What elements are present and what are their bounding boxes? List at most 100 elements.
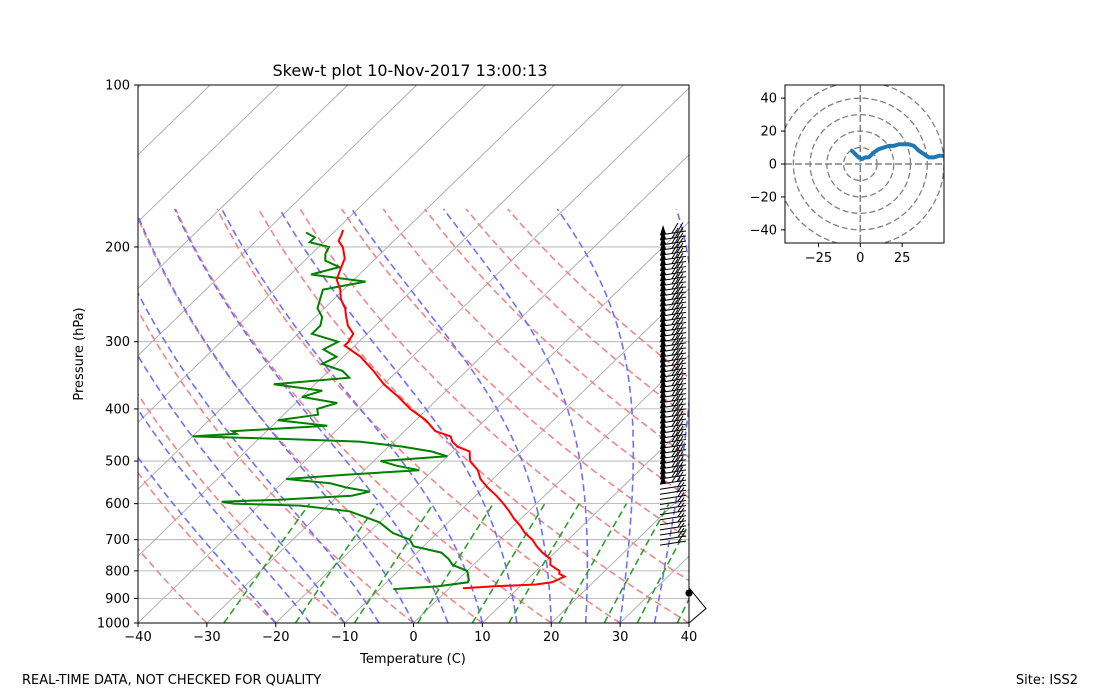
x-tick-label: −40: [124, 630, 151, 645]
wind-barb-flag: [676, 405, 684, 416]
wind-barb-pennant: [660, 408, 666, 419]
wind-barb-flag: [677, 476, 685, 487]
x-axis-ticks: −40 −30 −20 −10 0 10 20 30 40: [124, 623, 697, 645]
dry-adiabat-line: [299, 208, 689, 582]
wind-barb-flag: [671, 446, 679, 457]
isotherm-line: [138, 85, 486, 424]
isotherm-line: [275, 221, 689, 623]
wind-barb-flag: [676, 247, 684, 259]
plot-area: [0, 85, 689, 623]
dry-adiabat-line: [174, 208, 552, 623]
wind-barb-pennant: [660, 377, 666, 388]
wind-barb-flag: [676, 349, 684, 360]
wind-barb-pennant: [660, 235, 666, 246]
y-tick-label: 900: [105, 592, 130, 607]
dry-adiabat-line: [465, 208, 689, 419]
wind-barb-flag: [676, 420, 684, 432]
moist-adiabat-line: [138, 291, 380, 623]
moist-adiabat-line: [138, 408, 311, 623]
wind-barb-flag: [671, 268, 679, 279]
isotherm-lines: [0, 85, 689, 623]
wind-barb-flag: [676, 461, 684, 472]
dry-adiabat-line: [424, 208, 689, 459]
wind-barb-flag: [671, 426, 679, 437]
moist-adiabat-line: [653, 208, 689, 623]
wind-barb-flag: [671, 298, 679, 310]
wind-barb-flag: [671, 243, 679, 254]
isotherm-line: [138, 85, 624, 557]
wind-barb-pennant: [660, 367, 666, 378]
mixing-ratio-line: [558, 503, 628, 623]
wind-barb-flag: [671, 253, 679, 264]
wind-barb-flag: [671, 304, 679, 315]
hodograph-y-tick-label: 40: [760, 92, 777, 107]
wind-barb-pennant: [660, 311, 666, 322]
wind-barb-flag: [676, 410, 684, 421]
wind-barb-flag: [671, 344, 679, 356]
wind-barb-flag: [676, 384, 684, 396]
y-tick-label: 500: [105, 455, 130, 470]
mixing-ratio-line: [508, 503, 580, 623]
hodograph-plot-area: [785, 85, 944, 243]
mixing-ratio-line: [676, 597, 689, 623]
wind-barb-flag: [676, 374, 684, 386]
dry-adiabat-line: [341, 208, 689, 540]
hodograph-y-tick-label: 20: [760, 125, 777, 140]
wind-barb-flag: [671, 329, 679, 341]
wind-barb-flag: [671, 314, 679, 325]
wind-barb-flag: [671, 431, 679, 442]
wind-barb-flag: [671, 227, 679, 239]
wind-barb-flag: [671, 293, 679, 305]
wind-barb-pennant: [660, 469, 666, 480]
isotherm-line: [688, 622, 689, 623]
wind-barb-flag: [676, 456, 684, 467]
wind-barb-flag: [671, 471, 679, 483]
wind-barb-flag: [671, 354, 679, 366]
isotherm-line: [482, 421, 689, 623]
isotherm-line: [0, 85, 72, 623]
wind-barb-flag: [671, 288, 679, 300]
dry-adiabat-line: [138, 392, 346, 623]
wind-barb-flag: [671, 349, 679, 361]
wind-barb-flag: [676, 298, 684, 309]
wind-barb-flag: [676, 273, 684, 284]
hodograph-x-tick-label: −25: [805, 251, 832, 266]
dry-adiabat-line: [138, 471, 277, 623]
wind-barb-flag: [677, 517, 685, 528]
wind-barb-pennant: [660, 423, 666, 434]
wind-barb-pennant: [660, 453, 666, 464]
wind-barb-flag: [676, 440, 684, 452]
moist-adiabat-line: [688, 619, 689, 623]
dewpoint-series-line: [192, 231, 470, 591]
hodograph-x-tick-label: 0: [856, 251, 864, 266]
x-tick-label: −20: [262, 630, 289, 645]
mixing-ratio-line: [636, 522, 689, 623]
wind-barb-flag: [671, 222, 679, 234]
wind-barb-pennant: [660, 458, 666, 469]
wind-barb-flag: [676, 445, 684, 457]
x-tick-label: 40: [681, 630, 698, 645]
mixing-ratio-line: [471, 503, 546, 623]
wind-barb-flag: [677, 507, 685, 517]
wind-barb-flag: [676, 222, 684, 233]
wind-barb-pennant: [660, 306, 666, 317]
wind-barb-pennant: [660, 372, 666, 383]
chart-title: Skew-t plot 10-Nov-2017 13:00:13: [272, 61, 547, 80]
wind-barb-flag: [676, 471, 684, 482]
wind-barb-flag: [676, 262, 684, 274]
x-tick-label: −30: [193, 630, 220, 645]
y-axis-label: Pressure (hPa): [72, 307, 87, 400]
isotherm-line: [413, 354, 689, 623]
wind-barb-flag: [671, 339, 679, 351]
wind-barb-pennant: [660, 255, 666, 266]
wind-barb-flag: [671, 359, 679, 371]
wind-barb-flag: [676, 318, 684, 330]
wind-barb-flag: [676, 293, 684, 304]
wind-barb-flag: [677, 502, 685, 512]
mixing-ratio-lines: [223, 503, 689, 623]
wind-barb-flag: [671, 319, 679, 330]
hodograph-crosshair: [785, 85, 944, 243]
wind-barb-flag: [676, 328, 684, 340]
isotherm-line: [0, 85, 3, 623]
